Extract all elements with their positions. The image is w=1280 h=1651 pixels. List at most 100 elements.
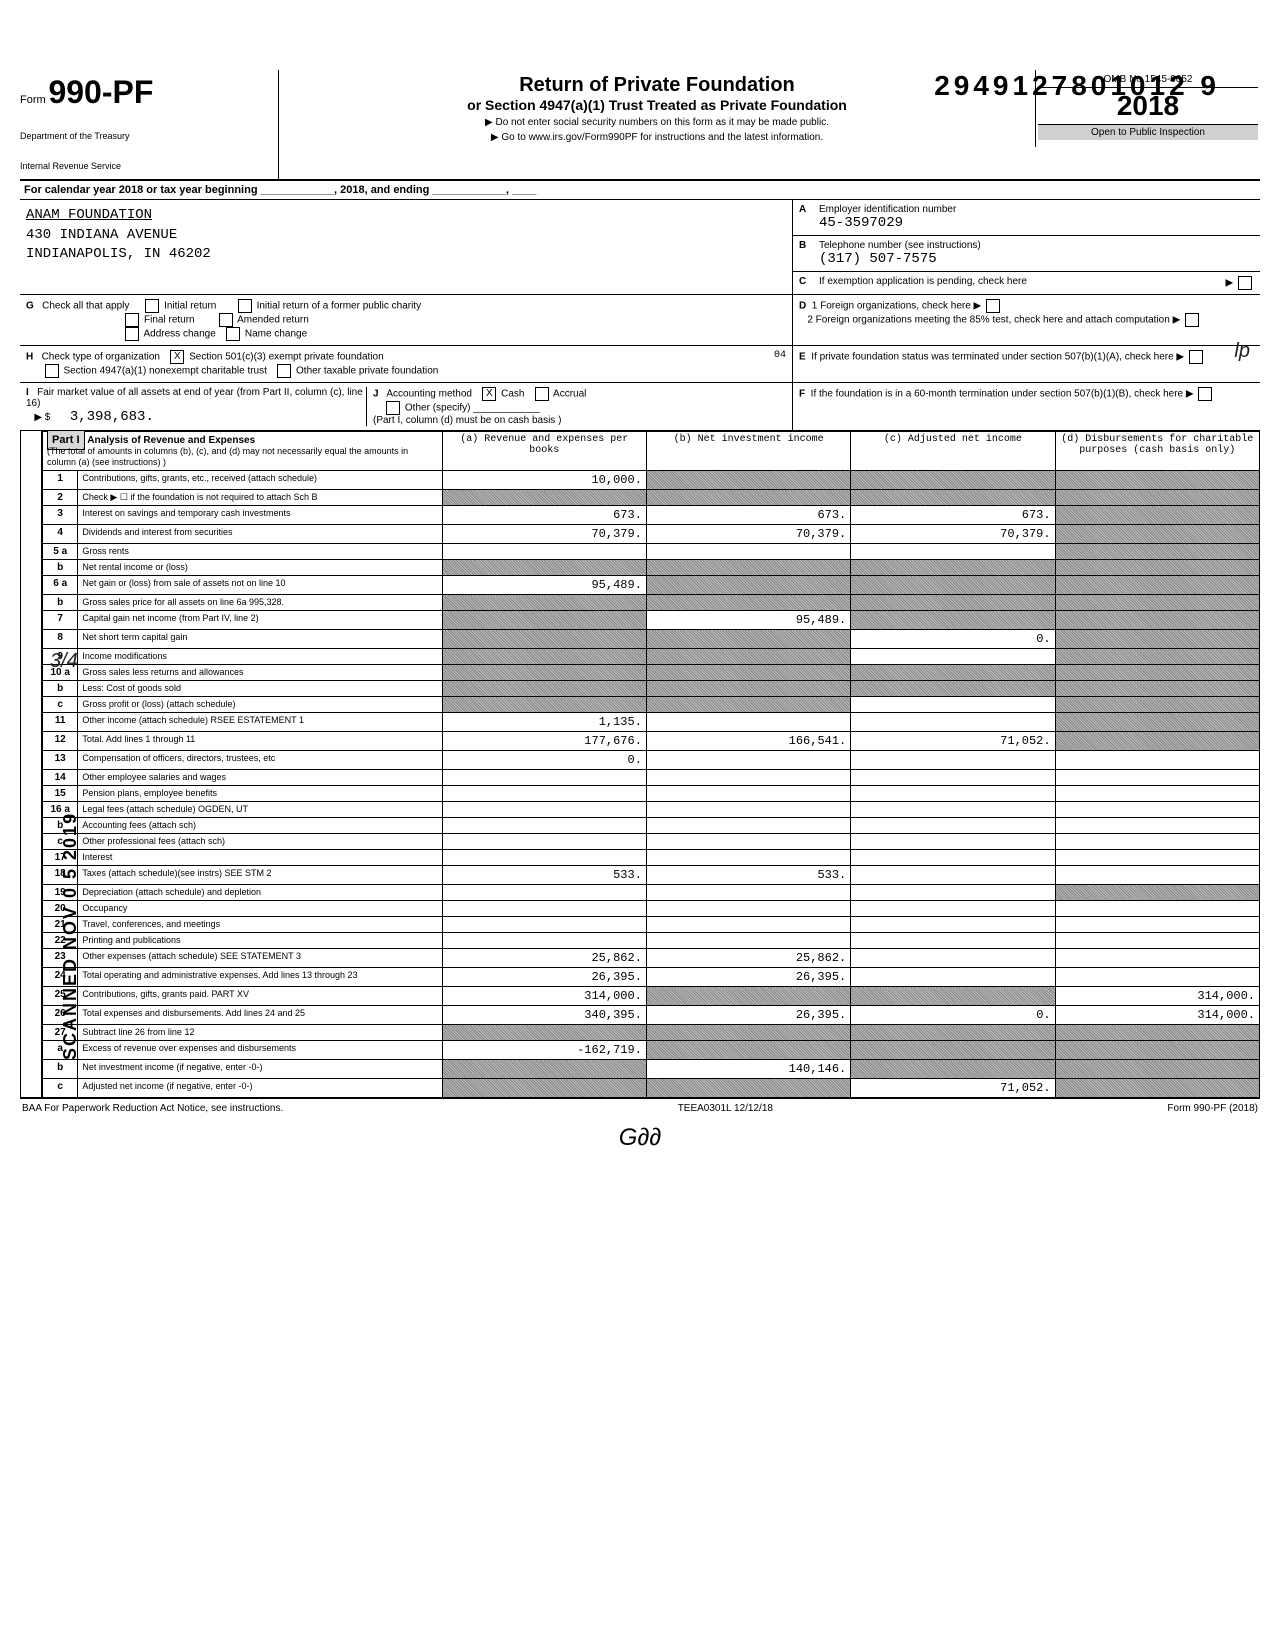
name-change-checkbox[interactable] bbox=[226, 327, 240, 341]
row-desc: Interest on savings and temporary cash i… bbox=[78, 506, 442, 525]
public-inspection: Open to Public Inspection bbox=[1038, 125, 1258, 140]
row-number: b bbox=[43, 1060, 78, 1079]
amended-return-checkbox[interactable] bbox=[219, 313, 233, 327]
row-desc: Printing and publications bbox=[78, 933, 442, 949]
cell-c bbox=[851, 1060, 1055, 1079]
table-row: 13Compensation of officers, directors, t… bbox=[43, 751, 1260, 770]
label-d: D bbox=[799, 301, 806, 312]
row-number: 6 a bbox=[43, 576, 78, 595]
j-accrual: Accrual bbox=[553, 389, 586, 400]
row-desc: Interest bbox=[78, 850, 442, 866]
label-j: J bbox=[373, 389, 379, 400]
cell-a bbox=[442, 1079, 646, 1098]
exemption-pending-label: If exemption application is pending, che… bbox=[819, 276, 1027, 290]
table-row: bLess: Cost of goods sold bbox=[43, 681, 1260, 697]
ein-label: Employer identification number bbox=[819, 204, 956, 215]
4947-checkbox[interactable] bbox=[45, 364, 59, 378]
table-row: 26Total expenses and disbursements. Add … bbox=[43, 1006, 1260, 1025]
cell-d bbox=[1055, 649, 1259, 665]
507b1b-checkbox[interactable] bbox=[1198, 387, 1212, 401]
table-row: 19Depreciation (attach schedule) and dep… bbox=[43, 885, 1260, 901]
label-c: C bbox=[799, 276, 813, 290]
fmv-value: 3,398,683. bbox=[70, 409, 154, 425]
table-row: 27Subtract line 26 from line 12 bbox=[43, 1025, 1260, 1041]
cell-a bbox=[442, 595, 646, 611]
address-change-checkbox[interactable] bbox=[125, 327, 139, 341]
cell-a bbox=[442, 786, 646, 802]
other-taxable-checkbox[interactable] bbox=[277, 364, 291, 378]
phone-label: Telephone number (see instructions) bbox=[819, 240, 981, 251]
cell-b bbox=[646, 850, 850, 866]
cell-a: 533. bbox=[442, 866, 646, 885]
row-desc: Other professional fees (attach sch) bbox=[78, 834, 442, 850]
ein-value: 45-3597029 bbox=[819, 215, 956, 231]
row-desc: Taxes (attach schedule)(see instrs) SEE … bbox=[78, 866, 442, 885]
row-desc: Total operating and administrative expen… bbox=[78, 968, 442, 987]
foreign-85-checkbox[interactable] bbox=[1185, 313, 1199, 327]
title-small-2: ▶ Go to www.irs.gov/Form990PF for instru… bbox=[289, 132, 1025, 143]
cell-d bbox=[1055, 818, 1259, 834]
cell-c bbox=[851, 901, 1055, 917]
cell-c bbox=[851, 697, 1055, 713]
cell-d bbox=[1055, 732, 1259, 751]
cell-d bbox=[1055, 471, 1259, 490]
row-number: 1 bbox=[43, 471, 78, 490]
cell-a bbox=[442, 1025, 646, 1041]
table-row: 21Travel, conferences, and meetings bbox=[43, 917, 1260, 933]
table-row: 16 aLegal fees (attach schedule) OGDEN, … bbox=[43, 802, 1260, 818]
row-number: 14 bbox=[43, 770, 78, 786]
507b1a-checkbox[interactable] bbox=[1189, 350, 1203, 364]
cell-a bbox=[442, 681, 646, 697]
cell-a: 673. bbox=[442, 506, 646, 525]
cell-a bbox=[442, 665, 646, 681]
cell-d bbox=[1055, 1060, 1259, 1079]
initial-former-checkbox[interactable] bbox=[238, 299, 252, 313]
cell-d bbox=[1055, 885, 1259, 901]
cell-b bbox=[646, 681, 850, 697]
row-desc: Total. Add lines 1 through 11 bbox=[78, 732, 442, 751]
table-row: 8Net short term capital gain0. bbox=[43, 630, 1260, 649]
cell-c bbox=[851, 490, 1055, 506]
cell-d: 314,000. bbox=[1055, 987, 1259, 1006]
cell-b bbox=[646, 490, 850, 506]
row-number: b bbox=[43, 560, 78, 576]
row-desc: Depreciation (attach schedule) and deple… bbox=[78, 885, 442, 901]
final-return-checkbox[interactable] bbox=[125, 313, 139, 327]
signature-scrawl: G∂∂ bbox=[20, 1124, 1260, 1152]
cell-a: -162,719. bbox=[442, 1041, 646, 1060]
cell-b bbox=[646, 630, 850, 649]
initial-return-checkbox[interactable] bbox=[145, 299, 159, 313]
cell-d bbox=[1055, 713, 1259, 732]
part1-table: Part I Analysis of Revenue and Expenses … bbox=[42, 431, 1260, 1098]
cell-d bbox=[1055, 490, 1259, 506]
other-method-checkbox[interactable] bbox=[386, 401, 400, 415]
form-number-box: Form 990-PF Department of the Treasury I… bbox=[20, 70, 279, 179]
row-desc: Contributions, gifts, grants, etc., rece… bbox=[78, 471, 442, 490]
cell-c bbox=[851, 665, 1055, 681]
row-desc: Other expenses (attach schedule) SEE STA… bbox=[78, 949, 442, 968]
col-c-header: (c) Adjusted net income bbox=[851, 432, 1055, 471]
cell-d bbox=[1055, 560, 1259, 576]
cell-d bbox=[1055, 1041, 1259, 1060]
accrual-checkbox[interactable] bbox=[535, 387, 549, 401]
cell-b: 140,146. bbox=[646, 1060, 850, 1079]
exemption-checkbox[interactable] bbox=[1238, 276, 1252, 290]
table-row: 20Occupancy bbox=[43, 901, 1260, 917]
cell-d bbox=[1055, 576, 1259, 595]
revenue-side-label bbox=[20, 431, 42, 1098]
cell-a bbox=[442, 933, 646, 949]
row-desc: Occupancy bbox=[78, 901, 442, 917]
row-number: b bbox=[43, 595, 78, 611]
501c3-checkbox[interactable]: X bbox=[170, 350, 184, 364]
foreign-org-checkbox[interactable] bbox=[986, 299, 1000, 313]
d2-label: 2 Foreign organizations meeting the 85% … bbox=[807, 315, 1169, 326]
cell-b bbox=[646, 560, 850, 576]
cell-a: 314,000. bbox=[442, 987, 646, 1006]
barcode-number: 2949127801012 9 bbox=[934, 70, 1220, 102]
table-row: 6 aNet gain or (loss) from sale of asset… bbox=[43, 576, 1260, 595]
cash-checkbox[interactable]: X bbox=[482, 387, 496, 401]
cell-b bbox=[646, 987, 850, 1006]
table-row: 24Total operating and administrative exp… bbox=[43, 968, 1260, 987]
table-row: 1Contributions, gifts, grants, etc., rec… bbox=[43, 471, 1260, 490]
cell-a: 1,135. bbox=[442, 713, 646, 732]
